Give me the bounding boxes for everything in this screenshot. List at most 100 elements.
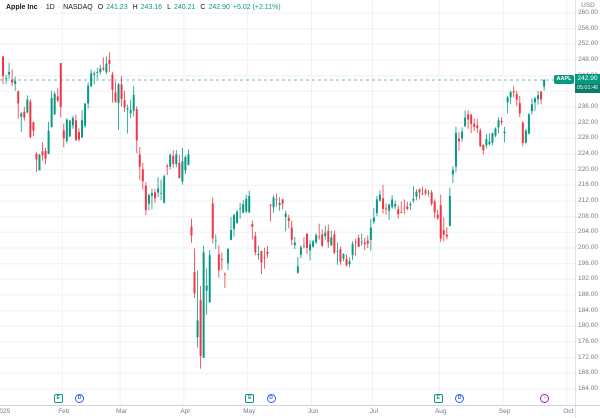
candle-body: Sep 11 O226.9 H230.5 L226.6 C230 [524,130,527,143]
candle-body: Jul 2 O208.9 H213.3 L208.1 C212.4 [375,199,378,214]
candle-body: Jan 31 O247.2 H247.2 L233.4 C236 [59,63,62,107]
candle-body: Aug 19 O231.3 H232.9 L229.4 C230.6 [476,125,479,129]
candle-body: May 6 O198.2 H200.6 L197 C198.5 [257,253,260,256]
candle-body: Jan 13 O233.5 H234.7 L229.7 C234.4 [20,113,23,117]
upcoming-earnings-icon[interactable]: ◔ [540,394,550,403]
candle-body: Mar 10 O235.5 H236.2 L224.2 C227.5 [135,109,138,141]
candle-body: Mar 19 O214.2 H218.1 L213 C215.2 [157,188,160,193]
timeframe-label[interactable]: 1D [45,3,55,11]
candle-body: Sep 15 O235 H238.2 L234 C236.7 [530,104,533,111]
dividend-icon[interactable]: D [455,394,464,403]
earnings-icon[interactable]: E [53,394,63,403]
price-axis-separator [575,0,576,418]
candle-body: Jan 22 O219.8 H224.1 L219.8 C223.8 [38,154,41,171]
candle-body: Jul 29 O214.2 H214.8 L210.8 C211.3 [430,192,433,204]
candle-body: Jul 18 O210.9 H211.8 L209.7 C211.2 [409,204,412,206]
candle-body: Sep 2 O229.3 H230.9 L227 C229.7 [503,131,506,134]
candle-body: Aug 11 O227.9 H229.6 L224.8 C227.2 [458,138,460,142]
dividend-icon[interactable]: D [266,394,276,403]
candle-body: Jul 14 O209.9 H210.9 L207.5 C208.6 [397,209,400,215]
close-letter: C [200,3,206,11]
candle-body: Aug 21 O226.3 H226.5 L223.8 C224.9 [482,145,485,151]
candle-body: Jun 11 O203.5 H204.5 L198.4 C198.8 [333,234,336,253]
candle-body: Jan 28 O230.9 H240.2 L230.8 C238.3 [50,98,53,127]
candle-body: Mar 17 O213.3 H215.2 L209.9 C214 [150,193,153,196]
symbol-title[interactable]: Apple Inc [6,3,38,11]
price-axis-label: 228.00 [578,134,598,142]
candle-body: Feb 27 O239.7 H242.5 L237.1 C237.3 [114,92,117,102]
candle-body: Apr 9 O172 H200.6 L171.9 C198.9 [202,252,205,358]
candle-body: Feb 26 O244.3 H245 L237.1 C240.4 [111,74,114,90]
high-value: 243.16 [140,3,163,11]
price-axis-label: 164.00 [578,385,598,392]
low-letter: L [167,3,171,11]
price-axis[interactable]: 260.00256.00252.00248.00244.00240.00236.… [576,0,600,405]
symbol-price-chip: AAPL [554,74,574,84]
candle-body: Jan 15 O234.6 H239 L234.4 C237.9 [26,99,29,113]
candle-body: May 23 O193.7 H197.7 L193.5 C195.3 [296,266,299,273]
candle-body: May 30 O199.4 H202 L196.8 C200.9 [309,244,312,251]
candle-body: Jan 14 O234.8 H236.1 L232.5 C233.3 [23,111,26,118]
candle-body: Aug 27 O228.7 H230.8 L228.3 C230.5 [494,128,497,136]
candle-body: Jun 20 O198.2 H201.7 L196.9 C201 [351,244,354,256]
candle-body: Aug 4 O204.5 H207.9 L201.7 C203.4 [442,230,445,235]
candle-body: Aug 12 O228 H230.8 L227.1 C229.7 [461,131,464,139]
candle-body: Apr 2 O221.3 H225.2 L221 C223.9 [187,154,190,165]
price-axis-label: 232.00 [578,118,598,126]
last-price-tag: 242.90 05:01:46 [575,73,600,93]
candle-body: May 29 O203.6 H203.8 L198.5 C200 [306,233,308,248]
candle-body: Mar 18 O214.2 H215.1 L211.5 C212.7 [154,192,156,199]
price-axis-label: 256.00 [578,24,598,32]
candle-body: Jul 7 O212.7 H216.2 L208.8 C210 [382,198,384,209]
candle-body: Feb 5 O228.5 H232.7 L228.3 C232.5 [68,120,71,137]
candle-body: Aug 7 O218.8 H220.9 L216.6 C220 [451,169,454,175]
candle-body: Jan 27 O224 H232.2 L224 C229.9 [47,130,50,154]
price-axis-label: 236.00 [578,103,598,110]
candle-body: Feb 28 O237 H242.1 L230.2 C241.8 [117,84,120,104]
candle-body: May 8 O197.7 H200.1 L194.7 C197.5 [263,257,266,258]
candle-body: May 13 O210.4 H213.4 L209 C212.9 [272,197,275,208]
candle-body: Feb 6 O231.3 H233.8 L230.4 C233.2 [71,118,74,126]
earnings-icon[interactable]: E [245,394,255,403]
price-axis-label: 208.00 [578,212,598,220]
candle-body: Jan 29 O234.1 H239.9 L234 C239.4 [53,93,56,115]
candle-body: May 5 O203.1 H204.1 L198.2 C198.9 [254,235,257,253]
dividend-icon[interactable]: D [75,394,84,403]
candle-body: Jun 18 O195.9 H197.6 L195.1 C196.6 [348,261,351,264]
candle-body: Aug 6 O205.6 H215.4 L205.6 C213.3 [448,195,451,227]
time-axis-label: May [243,408,256,415]
candle-body: Jul 10 O210.5 H213.5 L210 C212.4 [391,199,394,207]
candle-body: Jul 24 O213.9 H215.7 L213.5 C213.8 [421,193,424,195]
time-axis-label: Mar [115,408,128,415]
close-value: 242.90 [208,3,230,11]
separator-dot: · [40,3,43,11]
candle-body: Jun 16 O197.3 H198.7 L196.6 C198.4 [342,254,345,259]
candle-body: May 12 O211 H211.3 L206.8 C210.8 [269,204,272,206]
candle-body: May 21 O205.2 H207 L200.7 C202.1 [290,227,293,240]
price-axis-label: 212.00 [578,197,598,204]
candle-body: Jun 27 O201.9 H203.2 L200 C201.1 [366,240,369,244]
candle-body: Jun 4 O202.9 H206.2 L202.1 C202.8 [318,236,321,238]
candle-body: Jul 11 O210.6 H212.1 L209.9 C211.2 [394,204,397,207]
candle-body: Sep 16 O237.2 H238.6 L235 C238.2 [534,98,536,103]
earnings-icon[interactable]: E [433,394,443,403]
candle-body: Jun 24 O202.6 H203.4 L200.2 C200.3 [357,237,360,247]
price-axis-label: 196.00 [578,259,598,267]
candle-body: Mar 28 O221.7 H223.8 L217.7 C217.9 [178,163,181,178]
candle-body: Feb 25 O248 H250 L244.9 C247 [108,60,111,64]
candle-body: Apr 23 O202.1 H208 L202 C204.6 [230,230,232,240]
candle-body: Aug 15 O234 H234.3 L229.3 C231.6 [470,114,473,125]
time-axis[interactable]: 2025 Feb Mar Apr May Jun Jul Aug Sep Oct E D E D E D ◔ [0,394,600,418]
candle-body: Jul 22 O213.1 H215 L212.2 C214.4 [415,191,418,197]
open-value: 241.23 [106,3,128,11]
candle-body: Sep 17 O238 H240.1 L236.6 C239 [537,95,540,100]
candle-body: Jan 2 O248.9 H249.1 L241.8 C243.9 [2,56,4,77]
candle-body: Apr 16 O198.4 H200.7 L192.4 C194.3 [217,254,220,271]
candle-body: Sep 18 O239.9 H240.1 L236.7 C237.9 [540,91,543,100]
candle-body: Jan 3 O243.4 H244.2 L241.9 C243.4 [5,78,8,79]
